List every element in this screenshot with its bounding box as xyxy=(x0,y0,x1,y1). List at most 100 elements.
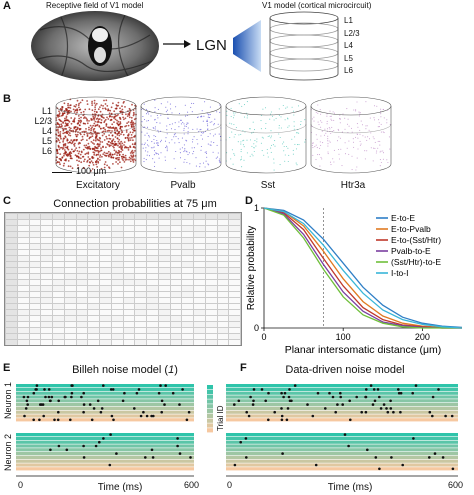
spike xyxy=(280,391,283,395)
spike xyxy=(102,384,105,387)
spike xyxy=(176,437,179,440)
spike xyxy=(314,463,318,467)
spike xyxy=(316,391,320,395)
v1-microcircuit-cylinder xyxy=(269,11,339,81)
spike xyxy=(44,395,47,399)
trial-row xyxy=(16,448,194,452)
spike xyxy=(121,399,125,403)
spike xyxy=(135,391,139,395)
layer-label: L5 xyxy=(344,53,353,63)
series-line-(Sst/Htr)-to-E xyxy=(263,207,462,329)
trial-swatch xyxy=(207,413,213,418)
spike xyxy=(401,463,404,467)
trial-row xyxy=(16,433,194,437)
table-cell xyxy=(63,339,77,345)
spike xyxy=(144,456,147,459)
spike xyxy=(32,391,36,395)
spike xyxy=(386,410,390,414)
spike xyxy=(157,391,161,395)
spike xyxy=(428,456,431,459)
trial-swatch xyxy=(207,404,213,409)
neuron2-text: Neuron 2 xyxy=(3,433,13,471)
trial-swatch xyxy=(207,409,213,414)
trial-row xyxy=(16,436,194,440)
spike xyxy=(187,410,191,414)
spike xyxy=(53,418,56,422)
billeh-raster xyxy=(16,384,194,477)
trial-row xyxy=(16,395,194,399)
y-axis-label: Relative probability xyxy=(246,226,257,311)
spike xyxy=(252,399,255,403)
f-x1: 600 xyxy=(448,480,464,490)
spike xyxy=(48,399,52,403)
trial-row xyxy=(16,399,194,403)
data-driven-title: Data-driven noise model xyxy=(285,364,405,376)
receptive-field-image xyxy=(31,11,159,81)
receptive-field-title: Receptive field of V1 model xyxy=(46,1,144,10)
spike xyxy=(371,403,375,406)
spike xyxy=(306,403,309,406)
spike xyxy=(82,391,85,395)
spike xyxy=(56,418,60,422)
trial-row xyxy=(226,433,458,437)
x-tick-label: 200 xyxy=(415,332,430,342)
legend-entry: (Sst/Htr)-to-E xyxy=(391,257,441,267)
connection-probability-table xyxy=(4,212,242,346)
spike xyxy=(26,395,30,399)
spike xyxy=(280,414,284,418)
table-cell xyxy=(157,339,171,345)
pop-label-pvalb: Pvalb xyxy=(170,180,196,191)
spike xyxy=(444,414,447,418)
spike xyxy=(189,456,192,459)
table-cell xyxy=(146,339,159,345)
trial-row xyxy=(226,440,458,444)
cylinder-pvalb xyxy=(140,96,222,174)
spike xyxy=(100,407,104,410)
spike xyxy=(50,395,54,399)
trial-row xyxy=(16,418,194,422)
spike xyxy=(331,395,335,399)
x-axis-label: Planar intersomatic distance (μm) xyxy=(285,344,442,356)
data-driven-raster xyxy=(226,384,458,477)
cylinder-excitatory xyxy=(55,96,137,174)
spike xyxy=(47,388,51,391)
billeh-title-end: ) xyxy=(174,364,178,376)
trial-row xyxy=(226,395,458,399)
trial-row xyxy=(16,410,194,414)
spike xyxy=(70,391,74,395)
spike xyxy=(40,403,43,406)
spike xyxy=(273,410,276,414)
spike xyxy=(288,388,291,391)
layer-label: L1 xyxy=(41,106,52,116)
trial-swatch xyxy=(207,385,213,390)
spike xyxy=(245,410,248,414)
legend-entry: I-to-I xyxy=(391,268,408,278)
spike xyxy=(341,403,344,406)
spike xyxy=(283,391,287,395)
spike xyxy=(280,418,284,422)
spike xyxy=(311,414,315,418)
spike xyxy=(364,395,368,399)
spike xyxy=(57,444,61,448)
spike xyxy=(49,448,52,452)
spike xyxy=(249,395,252,399)
series-line-I-to-I xyxy=(263,207,463,329)
spike xyxy=(365,388,368,391)
trial-swatch xyxy=(207,389,213,394)
spike xyxy=(82,456,86,459)
table-cell xyxy=(40,339,53,345)
trial-row xyxy=(16,463,194,467)
trial-id-label: Trial ID xyxy=(216,405,225,431)
legend-entry: E-to-E xyxy=(391,213,415,223)
layer-label: L2/3 xyxy=(34,116,52,126)
panel-label-d: D xyxy=(245,195,253,207)
trial-row xyxy=(16,459,194,463)
neuron2-label-e: Neuron 2 xyxy=(3,425,15,475)
e-x1: 600 xyxy=(184,480,200,490)
pop-label-sst: Sst xyxy=(260,180,276,191)
spike xyxy=(38,418,41,422)
spike xyxy=(379,407,383,410)
scale-bar-label: 100 μm xyxy=(76,166,107,176)
spike xyxy=(239,440,242,444)
table-cell xyxy=(16,339,30,345)
